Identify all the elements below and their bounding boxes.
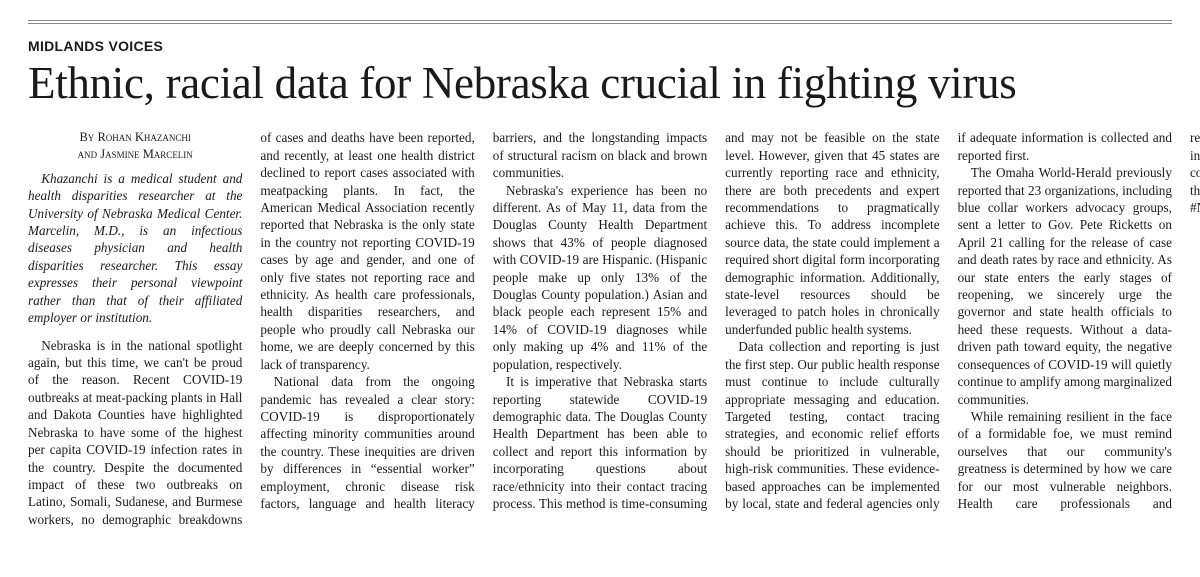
top-rule (28, 20, 1172, 24)
byline: By Rohan Khazanchi and Jasmine Marcelin (28, 129, 242, 162)
byline-author-2: Jasmine Marcelin (100, 147, 193, 161)
article-paragraph: The Omaha World-Herald previously report… (958, 164, 1172, 408)
byline-and: and (78, 147, 98, 161)
byline-by: By (79, 130, 94, 144)
author-bio: Khazanchi is a medical student and healt… (28, 170, 242, 327)
byline-author-1: Rohan Khazanchi (97, 130, 190, 144)
article-body-columns: By Rohan Khazanchi and Jasmine Marcelin … (28, 129, 1172, 529)
article-headline: Ethnic, racial data for Nebraska crucial… (28, 60, 1172, 107)
article-paragraph: Nebraska's experience has been no differ… (493, 182, 707, 374)
section-kicker: MIDLANDS VOICES (28, 38, 1172, 54)
